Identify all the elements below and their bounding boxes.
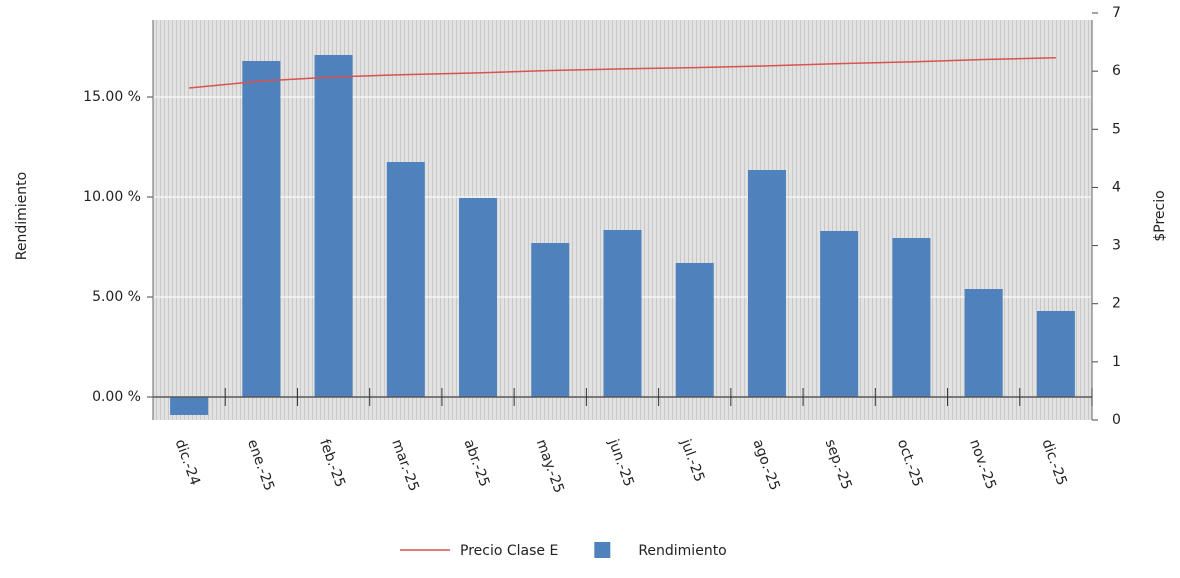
y2-tick-label: 4: [1112, 179, 1121, 195]
y2-tick-label: 3: [1112, 238, 1121, 254]
y-tick-label: 5.00 %: [92, 289, 141, 305]
y2-tick-label: 5: [1112, 121, 1121, 137]
x-tick-label: jul.-25: [677, 436, 707, 484]
bar: [242, 61, 281, 397]
legend-label: Precio Clase E: [460, 543, 558, 559]
bar: [314, 55, 353, 397]
x-tick-label: jun.-25: [605, 436, 637, 488]
y2-tick-label: 0: [1112, 412, 1121, 428]
bar: [170, 397, 209, 415]
x-tick-label: feb.-25: [316, 437, 348, 489]
x-tick-label: ago.-25: [749, 437, 782, 492]
bar: [964, 289, 1003, 397]
legend-swatch: [594, 542, 611, 558]
bar: [1036, 311, 1075, 397]
x-tick-label: dic.-24: [172, 437, 203, 487]
y2-tick-label: 2: [1112, 296, 1121, 312]
bar: [459, 198, 498, 397]
x-tick-label: dic.-25: [1038, 437, 1069, 487]
y2-tick-label: 1: [1112, 354, 1121, 370]
y-tick-label: 10.00 %: [83, 189, 141, 205]
x-tick-label: oct.-25: [894, 437, 926, 489]
x-tick-label: mar.-25: [388, 437, 422, 493]
y2-tick-label: 6: [1112, 63, 1121, 79]
bar: [892, 238, 931, 397]
bar: [386, 162, 425, 397]
bar: [675, 263, 714, 397]
price-line: [189, 57, 1056, 89]
x-tick-label: sep.-25: [822, 437, 855, 491]
x-tick-label: ene.-25: [244, 437, 277, 493]
x-tick-label: may.-25: [533, 437, 567, 495]
y-axis-title: Rendimiento: [14, 172, 30, 260]
bar: [820, 231, 859, 397]
y2-tick-label: 7: [1112, 5, 1121, 21]
x-tick-label: abr.-25: [461, 437, 493, 489]
bar: [603, 230, 642, 397]
legend-label: Rendimiento: [638, 543, 726, 559]
y2-axis-title: $Precio: [1152, 190, 1168, 241]
x-tick-label: nov.-25: [966, 437, 999, 491]
bar: [747, 170, 786, 397]
y-tick-label: 15.00 %: [83, 89, 141, 105]
bar: [531, 243, 570, 397]
y-tick-label: 0.00 %: [92, 389, 141, 405]
